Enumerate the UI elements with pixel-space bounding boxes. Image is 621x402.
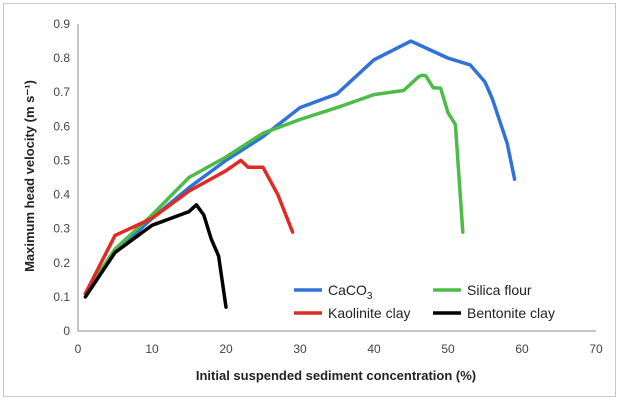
y-tick-label: 0.7 xyxy=(53,85,70,99)
y-tick-label: 0.9 xyxy=(53,17,70,31)
series-layer xyxy=(83,39,517,309)
x-tick-label: 70 xyxy=(589,342,603,356)
y-axis-title: Maximum head velocity (m s⁻¹) xyxy=(22,80,37,272)
y-tick-labels: 0 0.1 0.2 0.3 0.4 0.5 0.6 0.7 0.8 0.9 xyxy=(53,17,70,338)
x-tick-label: 60 xyxy=(515,342,529,356)
x-tick-label: 50 xyxy=(441,342,455,356)
series-line-1 xyxy=(83,73,465,296)
x-tick-labels: 0 10 20 30 40 50 60 70 xyxy=(75,342,603,356)
y-tick-label: 0.5 xyxy=(53,153,70,167)
y-tick-label: 0.3 xyxy=(53,222,70,236)
x-axis-title: Initial suspended sediment concentration… xyxy=(196,368,476,383)
y-tick-label: 0 xyxy=(63,324,70,338)
series-line-2 xyxy=(83,158,295,296)
legend: CaCO3 Silica flour Kaolinite clay Bentonite… xyxy=(294,282,555,321)
x-tick-label: 30 xyxy=(293,342,307,356)
axes xyxy=(77,24,596,332)
x-tick-label: 40 xyxy=(367,342,381,356)
x-tick-label: 10 xyxy=(145,342,159,356)
legend-label-2: Kaolinite clay xyxy=(328,305,411,321)
y-tick-label: 0.1 xyxy=(53,290,70,304)
y-tick-label: 0.6 xyxy=(53,119,70,133)
legend-label-0: CaCO3 xyxy=(328,282,373,302)
series-line-3 xyxy=(83,203,228,309)
series-line-0 xyxy=(83,39,517,296)
legend-label-3: Bentonite clay xyxy=(467,305,555,321)
y-tick-label: 0.2 xyxy=(53,256,70,270)
x-tick-label: 20 xyxy=(219,342,233,356)
y-tick-label: 0.4 xyxy=(53,188,70,202)
x-tick-label: 0 xyxy=(75,342,82,356)
legend-label-1: Silica flour xyxy=(467,282,532,298)
y-tick-label: 0.8 xyxy=(53,51,70,65)
